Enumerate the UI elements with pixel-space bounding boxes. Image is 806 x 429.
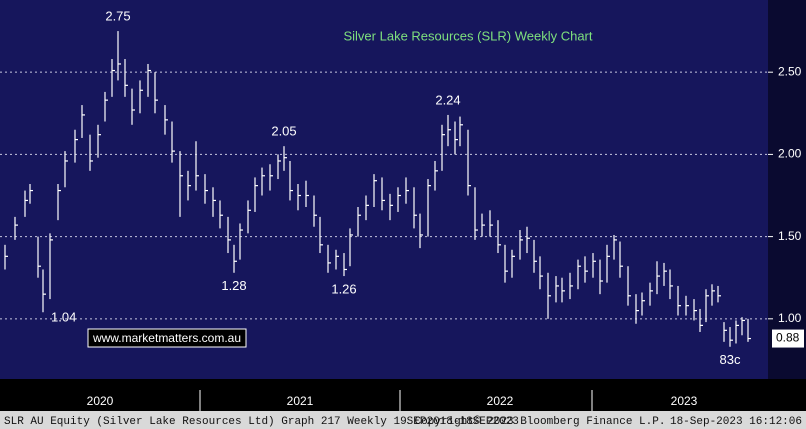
last-price-label: 0.88: [776, 331, 800, 345]
annotation: 1.28: [221, 278, 246, 293]
y-tick-label: 1.50: [778, 229, 802, 243]
watermark: www.marketmatters.com.au: [92, 331, 241, 345]
right-axis-area: [768, 0, 806, 379]
x-tick-label: 2022: [487, 394, 514, 408]
last-price-box: [772, 329, 804, 348]
footer-right: 18-Sep-2023 16:12:06: [670, 416, 802, 428]
annotation: 2.24: [435, 92, 460, 107]
annotation: 1.26: [331, 282, 356, 297]
y-tick-label: 1.00: [778, 311, 802, 325]
y-tick-label: 2.00: [778, 147, 802, 161]
chart-title: Silver Lake Resources (SLR) Weekly Chart: [343, 28, 592, 43]
x-tick-label: 2023: [671, 394, 698, 408]
footer-bar: [0, 411, 806, 429]
watermark-box: [87, 328, 247, 348]
footer-center: Copyright© 2023 Bloomberg Finance L.P.: [415, 416, 666, 428]
annotation: 2.75: [105, 9, 130, 24]
footer-left: SLR AU Equity (Silver Lake Resources Ltd…: [4, 416, 519, 428]
annotation: 83c: [720, 352, 741, 367]
y-tick-label: 2.50: [778, 64, 802, 78]
x-tick-label: 2020: [87, 394, 114, 408]
annotation: 1.04: [51, 310, 76, 325]
x-axis-area: [0, 379, 806, 411]
x-tick-label: 2021: [287, 394, 314, 408]
plot-area: [0, 0, 768, 379]
annotation: 2.05: [271, 124, 296, 139]
